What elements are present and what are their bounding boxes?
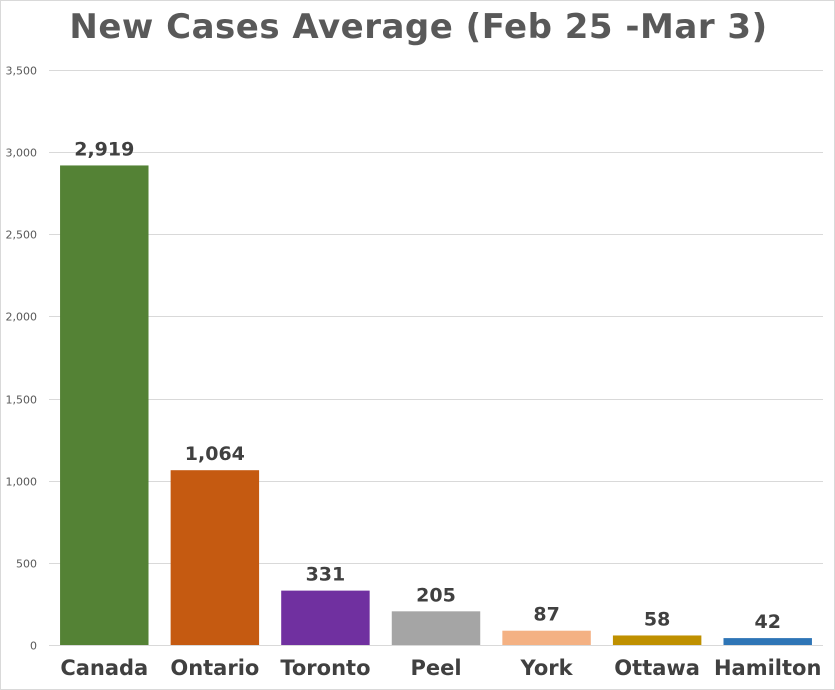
x-tick-label: Canada: [60, 656, 148, 680]
bar-canada: [60, 165, 149, 645]
x-tick-label: Ontario: [170, 656, 259, 680]
gridlines: [49, 70, 823, 646]
y-tick-label: 500: [16, 558, 37, 571]
bar-york: [502, 630, 591, 645]
x-axis-ticks: Canada Ontario Toronto Peel York Ottawa Hamilt…: [60, 656, 821, 680]
data-label: 87: [533, 604, 559, 626]
data-label: 205: [416, 584, 456, 606]
y-tick-label: 3,500: [6, 65, 38, 78]
bar-ontario: [170, 470, 260, 645]
data-label: 1,064: [185, 443, 245, 465]
bar-peel: [391, 611, 481, 645]
bar-hamilton: [723, 638, 812, 645]
x-tick-label: Peel: [410, 656, 461, 680]
bar-ottawa: [612, 635, 702, 645]
data-label: 42: [754, 611, 780, 633]
y-tick-label: 1,500: [6, 394, 38, 407]
y-axis-ticks: 0 500 1,000 1,500 2,000 2,500 3,000 3,500: [6, 65, 38, 653]
y-tick-label: 1,000: [6, 476, 38, 489]
bars: [60, 165, 812, 645]
y-tick-label: 0: [30, 640, 37, 653]
data-label: 2,919: [74, 138, 134, 160]
data-label: 58: [644, 608, 670, 630]
data-labels: 2,919 1,064 331 205 87 58 42: [74, 138, 781, 633]
x-tick-label: Hamilton: [714, 656, 821, 680]
bar-toronto: [281, 590, 370, 645]
x-tick-label: Toronto: [280, 656, 370, 680]
data-label: 331: [306, 564, 346, 586]
x-tick-label: York: [520, 656, 574, 680]
chart-title: New Cases Average (Feb 25 -Mar 3): [69, 7, 768, 47]
y-tick-label: 3,000: [6, 147, 38, 160]
y-tick-label: 2,000: [6, 311, 38, 324]
y-tick-label: 2,500: [6, 229, 38, 242]
x-tick-label: Ottawa: [614, 656, 700, 680]
